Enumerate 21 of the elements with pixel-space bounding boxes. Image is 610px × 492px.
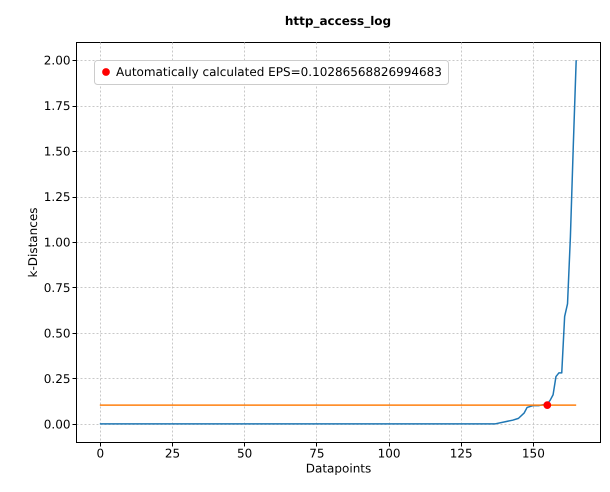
legend-label: Automatically calculated EPS=0.10286568826994683 [116,65,442,79]
y-tick-label: 1.50 [44,144,70,159]
y-tick-label: 0.75 [44,280,70,295]
y-tick-label: 0.00 [44,417,70,432]
line-series [99,59,577,425]
chart-title: http_access_log [284,14,392,28]
x-tick-label: 100 [378,446,400,460]
y-tick-label: 2.00 [44,54,70,68]
y-tick-label: 1.75 [44,99,70,114]
y-tick-label: 0.25 [44,372,70,386]
x-tick-label: 25 [164,446,180,460]
y-tick-label: 1.00 [44,236,70,250]
x-tick-label: 150 [522,446,545,460]
y-tick-label: 0.50 [44,326,70,340]
y-axis-title: k-Distances [26,207,40,278]
x-axis-title: Datapoints [306,462,372,476]
x-tick-label: 125 [450,446,473,460]
y-tick-label: 1.25 [44,190,70,204]
x-tick-label: 50 [237,446,252,460]
x-tick-label: 0 [96,446,104,460]
x-tick-label: 75 [309,446,324,460]
